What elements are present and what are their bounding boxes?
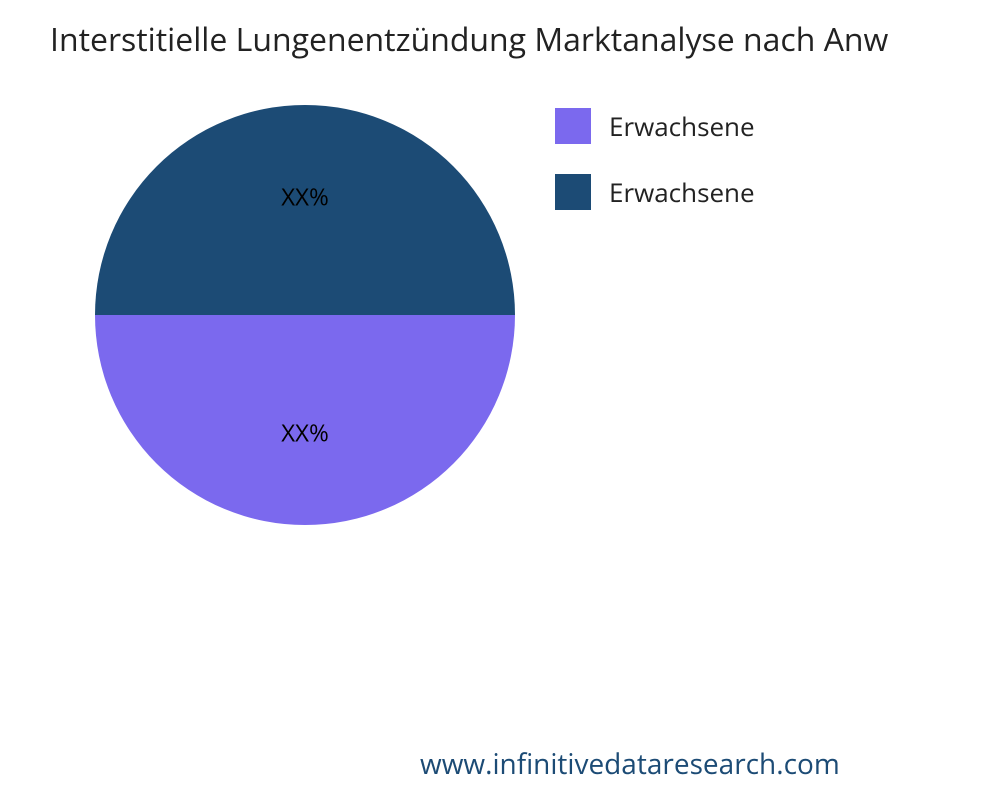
pie-wrap: XX% XX%	[95, 105, 515, 525]
legend-item-1: Erwachsene	[555, 174, 755, 210]
legend-item-0: Erwachsene	[555, 108, 755, 144]
legend-label-1: Erwachsene	[609, 174, 755, 210]
pie-svg	[95, 105, 515, 525]
legend-label-0: Erwachsene	[609, 108, 755, 144]
pie-slice-top-label: XX%	[281, 181, 329, 214]
legend: Erwachsene Erwachsene	[555, 108, 755, 240]
attribution-link[interactable]: www.infinitivedataresearch.com	[420, 745, 840, 783]
legend-swatch-1	[555, 174, 591, 210]
pie-slice-bottom-label: XX%	[281, 416, 329, 449]
chart-title: Interstitielle Lungenentzündung Marktana…	[50, 18, 1000, 61]
legend-swatch-0	[555, 108, 591, 144]
pie-chart: XX% XX%	[95, 105, 515, 525]
